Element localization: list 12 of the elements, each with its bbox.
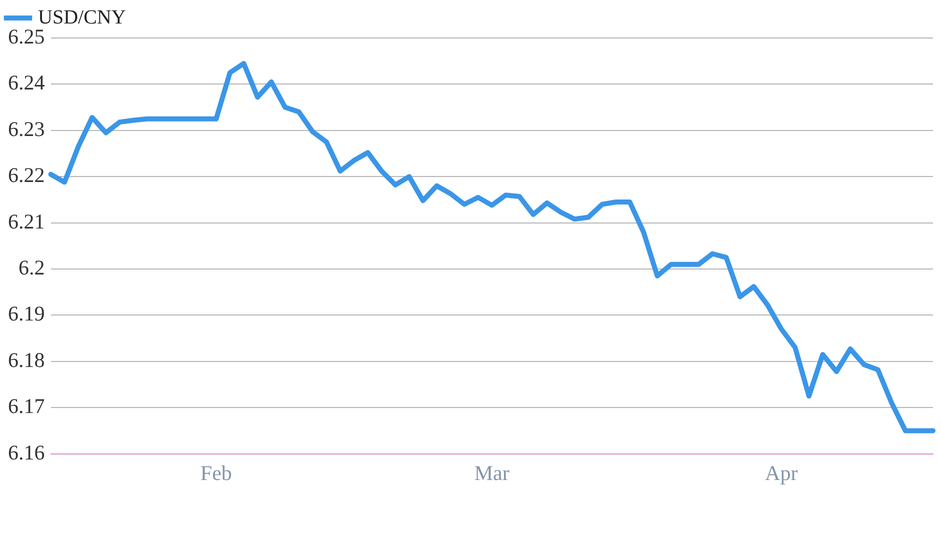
y-tick-label: 6.2	[18, 256, 45, 280]
y-tick-label: 6.19	[8, 302, 45, 326]
x-tick-label: Mar	[474, 460, 510, 485]
y-tick-label: 6.17	[8, 394, 45, 418]
y-tick-label: 6.22	[8, 163, 45, 188]
y-tick-label: 6.24	[8, 70, 46, 95]
y-tick-label: 6.18	[8, 348, 45, 372]
y-tick-label: 6.16	[8, 440, 45, 464]
y-tick-label: 6.23	[8, 116, 45, 141]
x-tick-label: Feb	[200, 460, 232, 485]
x-tick-label: Apr	[765, 460, 798, 485]
y-tick-label: 6.21	[8, 209, 45, 234]
